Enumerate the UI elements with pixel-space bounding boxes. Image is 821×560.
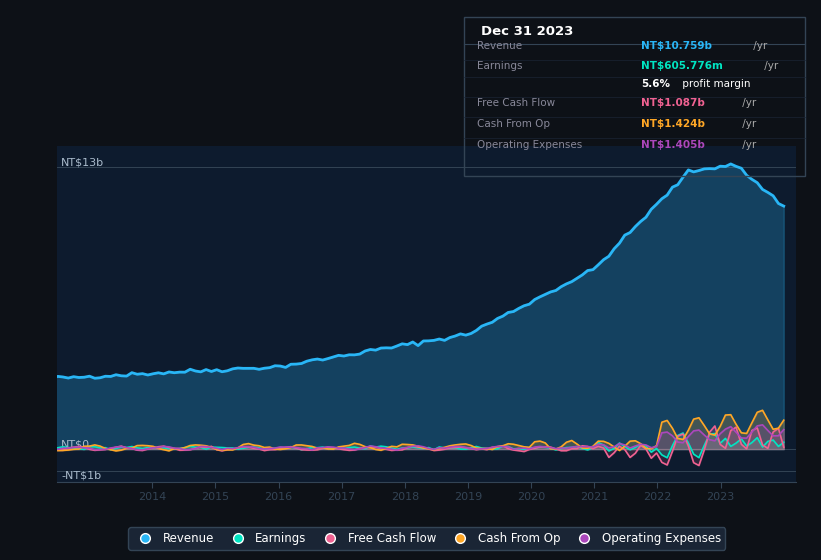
Text: /yr: /yr <box>739 139 756 150</box>
Text: NT$1.405b: NT$1.405b <box>641 139 705 150</box>
Text: Cash From Op: Cash From Op <box>478 119 551 129</box>
Legend: Revenue, Earnings, Free Cash Flow, Cash From Op, Operating Expenses: Revenue, Earnings, Free Cash Flow, Cash … <box>128 527 726 549</box>
Text: -NT$1b: -NT$1b <box>62 471 101 481</box>
Text: Dec 31 2023: Dec 31 2023 <box>481 25 573 38</box>
Text: NT$1.087b: NT$1.087b <box>641 98 705 108</box>
Text: /yr: /yr <box>750 41 768 51</box>
Text: profit margin: profit margin <box>678 79 750 89</box>
Text: NT$605.776m: NT$605.776m <box>641 62 723 72</box>
Text: NT$13b: NT$13b <box>62 157 104 167</box>
Text: /yr: /yr <box>761 62 778 72</box>
Text: NT$10.759b: NT$10.759b <box>641 41 712 51</box>
Text: Free Cash Flow: Free Cash Flow <box>478 98 556 108</box>
Text: /yr: /yr <box>739 98 756 108</box>
Text: NT$0: NT$0 <box>62 439 90 449</box>
Text: 5.6%: 5.6% <box>641 79 670 89</box>
Text: Operating Expenses: Operating Expenses <box>478 139 583 150</box>
Text: Earnings: Earnings <box>478 62 523 72</box>
Text: NT$1.424b: NT$1.424b <box>641 119 705 129</box>
Text: /yr: /yr <box>739 119 756 129</box>
Text: Revenue: Revenue <box>478 41 523 51</box>
